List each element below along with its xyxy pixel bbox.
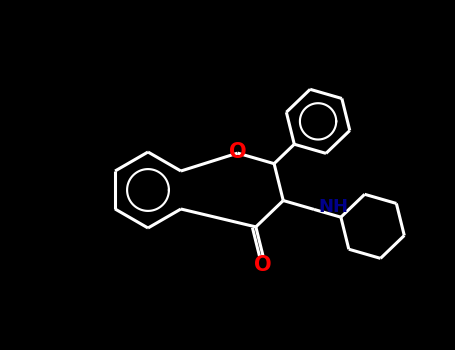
Text: NH: NH bbox=[318, 198, 348, 216]
Text: O: O bbox=[229, 142, 247, 162]
Text: O: O bbox=[254, 255, 272, 275]
